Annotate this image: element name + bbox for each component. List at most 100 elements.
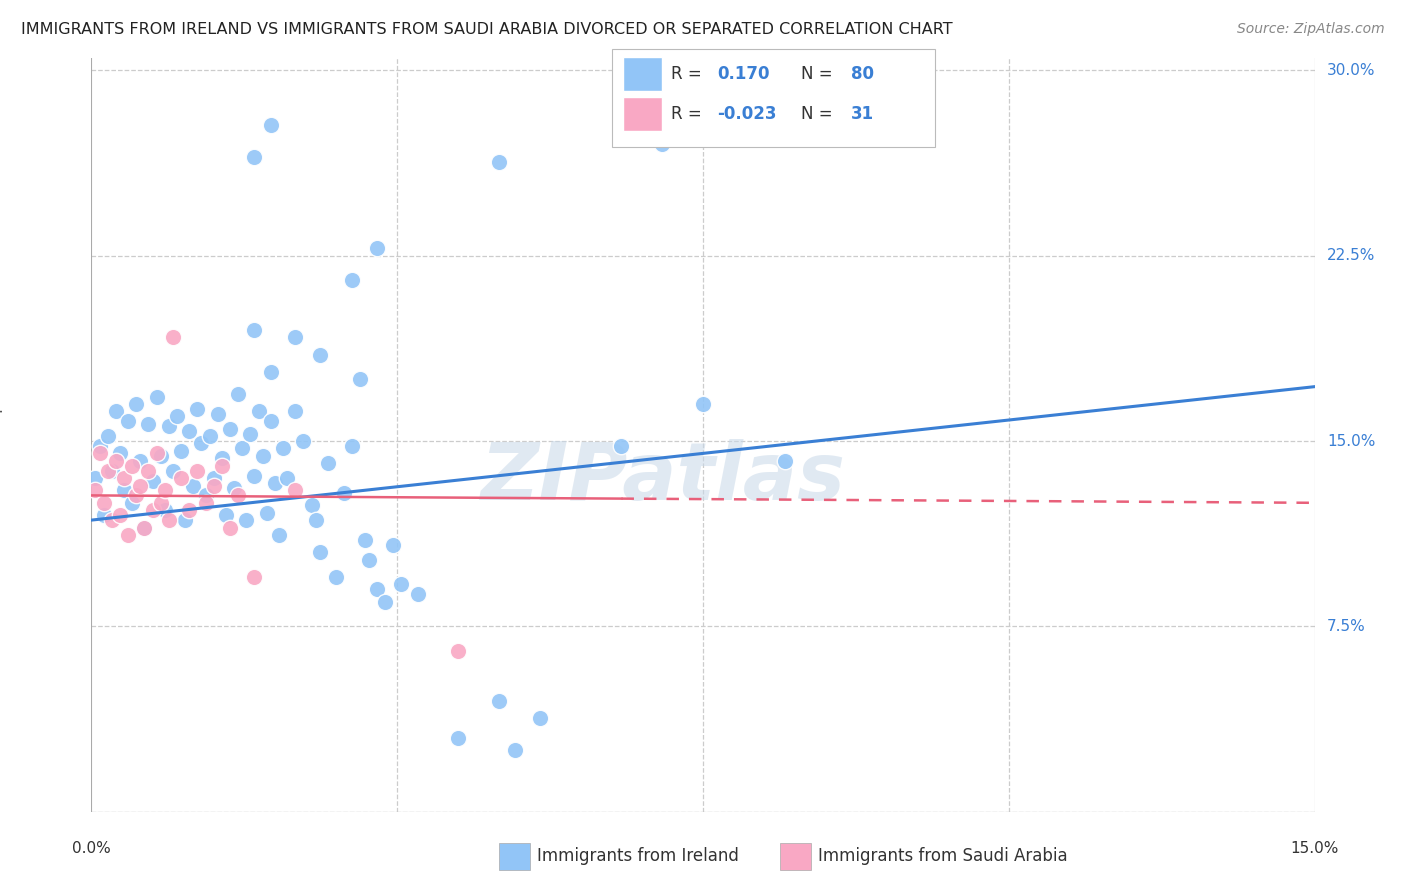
Point (179, 503, 201, 517)
Point (226, 488, 249, 502)
Point (202, 471, 225, 485)
Point (174, 513, 197, 527)
Point (170, 471, 193, 485)
Point (243, 570, 266, 584)
Point (243, 150, 266, 164)
Text: N =: N = (801, 65, 832, 83)
Text: Divorced or Separated: Divorced or Separated (0, 348, 3, 534)
Point (211, 451, 233, 466)
Text: Immigrants from Saudi Arabia: Immigrants from Saudi Arabia (818, 847, 1069, 865)
Point (366, 241, 388, 255)
Point (129, 478, 152, 492)
Point (207, 407, 229, 421)
Point (692, 397, 714, 411)
Point (198, 429, 221, 443)
Point (157, 513, 180, 527)
Text: 0.170: 0.170 (717, 65, 769, 83)
Point (342, 273, 364, 287)
Point (308, 545, 330, 559)
Point (366, 582, 388, 597)
Text: -0.023: -0.023 (717, 105, 776, 123)
Text: 7.5%: 7.5% (1327, 619, 1365, 634)
Point (260, 365, 283, 379)
Point (226, 387, 249, 401)
Text: 0.0%: 0.0% (72, 841, 111, 856)
Point (89, 439, 111, 453)
Point (333, 486, 356, 500)
Point (121, 496, 143, 510)
Text: 22.5%: 22.5% (1327, 248, 1375, 263)
Text: Immigrants from Ireland: Immigrants from Ireland (537, 847, 740, 865)
Point (104, 454, 127, 468)
Point (353, 533, 375, 547)
Point (374, 595, 396, 609)
Point (97, 429, 120, 443)
Text: 15.0%: 15.0% (1327, 434, 1375, 449)
Point (316, 456, 339, 470)
Point (179, 424, 201, 438)
Point (222, 481, 246, 495)
Point (389, 577, 412, 591)
Point (145, 390, 167, 404)
Point (138, 464, 160, 478)
Point (125, 397, 148, 411)
Point (488, 693, 510, 707)
Text: 31: 31 (851, 105, 873, 123)
Point (243, 323, 266, 337)
Text: R =: R = (671, 105, 702, 123)
Point (447, 731, 470, 745)
Point (145, 446, 167, 460)
Point (243, 468, 266, 483)
Point (447, 644, 470, 658)
Point (117, 528, 139, 542)
Point (138, 417, 160, 431)
Point (260, 414, 283, 428)
Text: ZIPatlas: ZIPatlas (479, 439, 845, 517)
Point (194, 496, 217, 510)
Point (101, 464, 124, 478)
Point (231, 442, 253, 456)
Text: IMMIGRANTS FROM IRELAND VS IMMIGRANTS FROM SAUDI ARABIA DIVORCED OR SEPARATED CO: IMMIGRANTS FROM IRELAND VS IMMIGRANTS FR… (21, 22, 953, 37)
Point (284, 330, 307, 344)
Point (104, 404, 127, 418)
Point (357, 552, 380, 566)
Point (219, 422, 242, 436)
Point (153, 503, 176, 517)
Point (157, 419, 180, 434)
Point (93, 496, 115, 510)
Point (97, 464, 120, 478)
Point (162, 330, 184, 344)
Point (112, 483, 135, 498)
Point (773, 454, 796, 468)
Point (194, 488, 217, 502)
Point (284, 483, 307, 498)
Point (117, 414, 139, 428)
Point (186, 401, 208, 416)
Point (235, 513, 257, 527)
Point (186, 464, 208, 478)
Point (134, 520, 156, 534)
Point (93, 508, 115, 523)
Point (325, 570, 347, 584)
Point (112, 471, 135, 485)
Point (149, 449, 172, 463)
Point (149, 496, 172, 510)
Point (247, 404, 270, 418)
Point (129, 454, 152, 468)
Point (301, 498, 323, 512)
Point (267, 528, 290, 542)
Point (382, 538, 405, 552)
Point (349, 372, 371, 386)
Point (166, 409, 188, 424)
Point (488, 154, 510, 169)
Point (162, 464, 184, 478)
Text: Source: ZipAtlas.com: Source: ZipAtlas.com (1237, 22, 1385, 37)
Point (271, 442, 294, 456)
Point (141, 503, 163, 517)
Point (170, 444, 193, 458)
Text: 15.0%: 15.0% (1291, 841, 1339, 856)
Point (505, 743, 527, 757)
Text: 80: 80 (851, 65, 873, 83)
Point (183, 478, 205, 492)
Point (84, 471, 107, 485)
